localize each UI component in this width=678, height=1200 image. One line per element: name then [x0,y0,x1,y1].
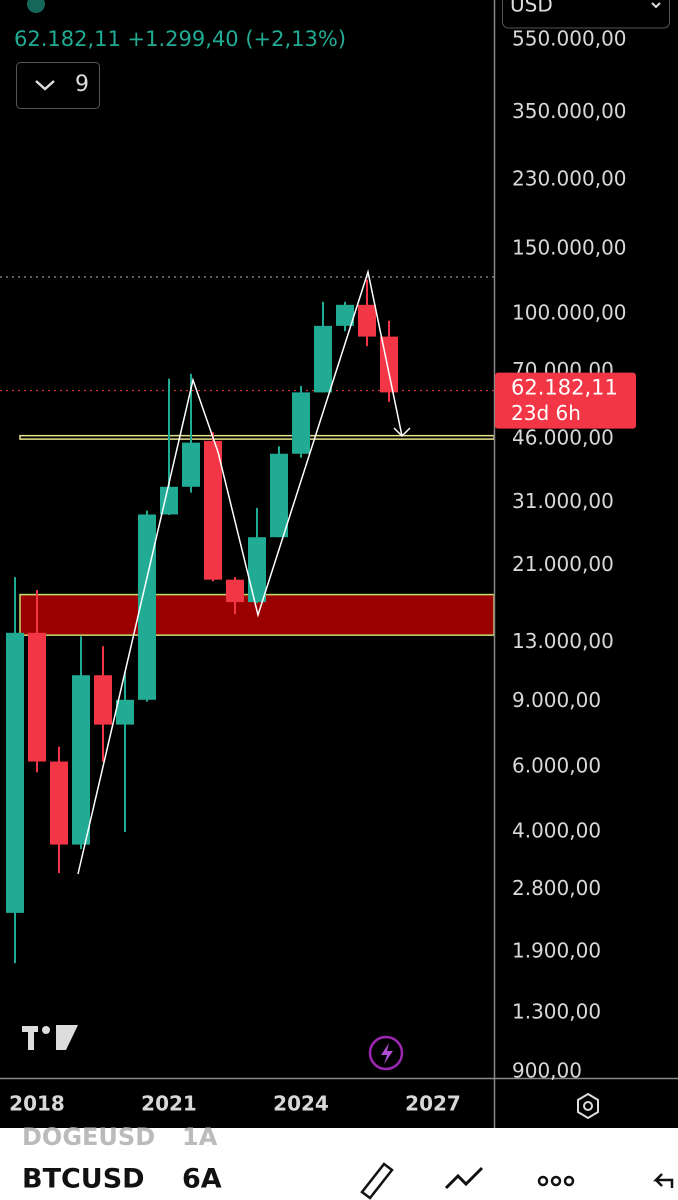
candle-body [292,392,310,454]
previous-symbol[interactable]: DOGEUSD [22,1123,155,1151]
settings-icon[interactable] [577,1092,599,1120]
undo-icon[interactable] [652,1173,674,1188]
collapse-button[interactable] [16,62,100,109]
candle-body [226,579,244,603]
y-tick-label: 6.000,00 [512,753,601,777]
y-tick-label: 550.000,00 [512,26,627,50]
y-tick-label: 1.900,00 [512,938,601,962]
status-dot [27,0,45,13]
candle-body [72,675,90,845]
tv-logo [22,1025,78,1050]
last-price-box [495,372,636,429]
candle-body [204,440,222,580]
candle-body [314,325,332,393]
x-tick-label: 2024 [273,1092,329,1116]
draw-tool-icon[interactable] [360,1162,394,1200]
candle-body [358,304,376,337]
quote-line: 62.182,11 +1.299,40 (+2,13%) [14,27,346,51]
y-tick-label: 900,00 [512,1058,582,1082]
lightning-icon [381,1043,393,1064]
x-tick-label: 2027 [405,1092,461,1116]
y-tick-label: 150.000,00 [512,235,627,259]
last-price-label: 62.182,11 [511,376,618,400]
y-tick-label: 13.000,00 [512,629,614,653]
currency-select[interactable] [502,0,670,29]
x-tick-label: 2021 [141,1092,197,1116]
candle-body [94,675,112,725]
candle-body [6,632,24,913]
symbol[interactable]: BTCUSD [22,1164,145,1195]
y-tick-label: 2.800,00 [512,876,601,900]
candle-body [270,453,288,538]
settings-icon-center [583,1101,593,1111]
bottom-toolbar [0,1128,678,1200]
y-tick-label: 1.300,00 [512,999,601,1023]
candle-body [182,442,200,487]
candle-body [336,304,354,326]
price-zone [19,434,495,440]
y-tick-label: 31.000,00 [512,489,614,513]
trend-drawing [77,269,403,875]
chevron-icon [35,80,55,91]
y-tick-label: 230.000,00 [512,167,627,191]
previous-interval[interactable]: 1A [182,1123,218,1151]
candle-body [248,537,266,603]
y-tick-label: 4.000,00 [512,819,601,843]
dropdown-icon [651,2,661,9]
more-icon[interactable] [537,1175,575,1187]
y-tick-label: 21.000,00 [512,552,614,576]
interval[interactable]: 6A [182,1164,222,1195]
candle-body [50,761,68,845]
y-tick-label: 100.000,00 [512,301,627,325]
countdown: 23d 6h [511,401,581,425]
y-tick-label: 46.000,00 [512,426,614,450]
x-tick-label: 2018 [9,1092,65,1116]
lightning-button[interactable] [368,1035,404,1071]
indicators-icon[interactable] [444,1166,484,1190]
currency-label: USD [510,0,553,17]
plot-area [0,269,495,964]
candle-body [116,699,134,725]
arrow-head [393,427,411,438]
candle-body [160,486,178,515]
y-tick-label: 9.000,00 [512,688,601,712]
indicator-count: 9 [75,72,89,97]
y-tick-label: 350.000,00 [512,99,627,123]
candle-body [28,632,46,762]
